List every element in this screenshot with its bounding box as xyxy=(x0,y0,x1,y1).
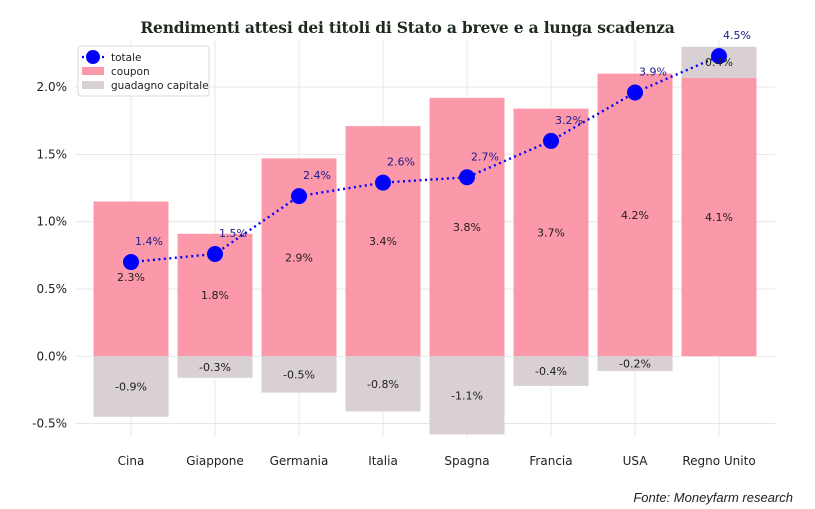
total-point xyxy=(291,188,307,205)
capital-gain-value-label: -1.1% xyxy=(451,389,483,402)
coupon-value-label: 3.4% xyxy=(369,235,397,248)
coupon-value-label: 4.2% xyxy=(621,209,649,222)
x-tick-label: Francia xyxy=(529,454,572,468)
coupon-bar xyxy=(597,73,673,357)
legend-label-totale: totale xyxy=(111,52,141,64)
capital-gain-bar xyxy=(177,356,253,378)
x-tick-label: Germania xyxy=(270,454,329,468)
total-point xyxy=(375,174,391,191)
capital-gain-bar xyxy=(513,356,589,386)
total-value-label: 2.6% xyxy=(387,156,415,169)
total-point xyxy=(207,245,223,262)
capital-gain-value-label: -0.5% xyxy=(283,368,315,381)
legend-box xyxy=(77,45,210,97)
total-value-label: 4.5% xyxy=(723,29,751,42)
y-tick-label: 2.0% xyxy=(37,80,68,94)
data-labels-layer: 2.3% 1.8% 2.9% 3.4% 3.8% 3.7% 4.2% 4.1% -0.9% -0.… xyxy=(115,29,751,402)
capital-gain-value-label: -0.9% xyxy=(115,381,147,394)
y-tick-label: 1.5% xyxy=(37,147,68,161)
x-tick-label: Cina xyxy=(118,454,145,468)
chart-title: Rendimenti attesi dei titoli di Stato a … xyxy=(140,18,675,37)
capital-gain-value-label: -0.4% xyxy=(535,365,567,378)
total-point xyxy=(123,254,139,271)
total-point xyxy=(543,132,559,149)
y-tick-label: 0.0% xyxy=(37,349,68,363)
capital-gain-bar xyxy=(597,356,673,372)
x-tick-label: Spagna xyxy=(444,454,489,468)
coupon-bar xyxy=(681,77,757,357)
total-value-label: 1.5% xyxy=(219,227,247,240)
coupon-value-label: 2.9% xyxy=(285,251,313,264)
source-note: Fonte: Moneyfarm research xyxy=(633,490,793,505)
total-point xyxy=(627,84,643,101)
legend-label-coupon: coupon xyxy=(111,66,150,78)
coupon-value-label: 4.1% xyxy=(705,211,733,224)
coupon-bar xyxy=(513,108,589,357)
capital-gain-bar xyxy=(93,356,169,417)
total-value-label: 3.2% xyxy=(555,114,583,127)
total-value-label: 1.4% xyxy=(135,235,163,248)
legend-marker-totale xyxy=(86,50,100,64)
axis-layer: -0.5% 0.0% 0.5% 1.0% 1.5% 2.0% Cina Giappone Ger… xyxy=(32,80,756,468)
total-value-label: 2.7% xyxy=(471,150,499,163)
coupon-value-label: 3.8% xyxy=(453,221,481,234)
capital-gain-bar xyxy=(429,356,505,435)
capital-gain-value-label: -0.3% xyxy=(199,361,231,374)
total-point xyxy=(711,48,727,65)
x-tick-label: Regno Unito xyxy=(682,454,755,468)
coupon-value-label: 3.7% xyxy=(537,226,565,239)
capital-gain-value-label: -0.8% xyxy=(367,378,399,391)
total-series-line xyxy=(130,55,720,264)
legend: totale coupon guadagno capitale xyxy=(77,45,210,97)
legend-label-capitale: guadagno capitale xyxy=(111,80,209,92)
total-value-label: 2.4% xyxy=(303,169,331,182)
legend-marker-coupon xyxy=(82,67,104,75)
y-tick-label: -0.5% xyxy=(32,417,67,431)
legend-marker-capitale xyxy=(82,81,104,89)
x-tick-label: USA xyxy=(623,454,649,468)
coupon-value-label: 1.8% xyxy=(201,289,229,302)
bars-layer xyxy=(93,46,757,435)
capital-gain-value-label: -0.2% xyxy=(619,358,651,371)
coupon-bar xyxy=(429,97,505,357)
total-point xyxy=(459,169,475,186)
total-value-label: 3.9% xyxy=(639,65,667,78)
coupon-bar xyxy=(345,126,421,357)
y-tick-label: 1.0% xyxy=(37,215,68,229)
coupon-value-label: 2.3% xyxy=(117,271,145,284)
x-tick-label: Italia xyxy=(368,454,398,468)
coupon-bar xyxy=(93,201,169,357)
capital-gain-value-label: 0.4% xyxy=(705,56,733,69)
capital-gain-bar xyxy=(261,356,337,393)
capital-gain-bar xyxy=(345,356,421,412)
y-tick-label: 0.5% xyxy=(37,282,68,296)
x-tick-label: Giappone xyxy=(186,454,244,468)
total-line-layer xyxy=(123,48,727,271)
